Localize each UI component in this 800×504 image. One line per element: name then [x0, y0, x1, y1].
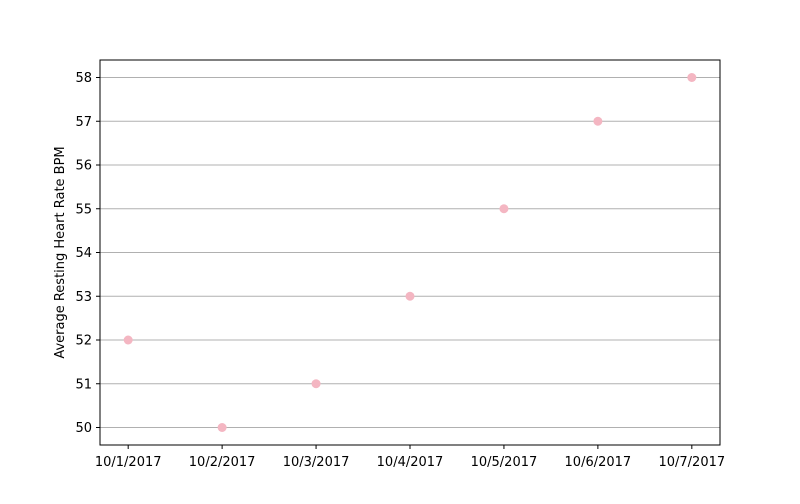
x-tick-label: 10/7/2017	[658, 455, 725, 470]
y-tick-label: 57	[75, 115, 92, 130]
x-tick-label: 10/5/2017	[471, 455, 538, 470]
x-tick-label: 10/4/2017	[377, 455, 444, 470]
y-tick-label: 52	[75, 334, 92, 349]
x-tick-label: 10/3/2017	[283, 455, 350, 470]
y-tick-label: 56	[75, 159, 92, 174]
y-tick-label: 54	[75, 246, 92, 261]
data-point	[217, 423, 227, 432]
y-tick-label: 53	[75, 290, 92, 305]
data-point	[311, 379, 321, 389]
y-axis-ticks: 50 51 52 53 54 55 56 57 58	[75, 71, 100, 436]
data-point	[687, 73, 697, 82]
y-tick-label: 51	[75, 377, 92, 392]
y-tick-label: 50	[75, 421, 92, 436]
x-tick-label: 10/6/2017	[565, 455, 632, 470]
y-tick-label: 55	[75, 202, 92, 217]
x-tick-label: 10/2/2017	[189, 455, 256, 470]
y-tick-label: 58	[75, 71, 92, 86]
data-point	[593, 116, 603, 126]
y-axis-label: Average Resting Heart Rate BPM	[53, 146, 68, 358]
x-axis-ticks: 10/1/2017 10/2/2017 10/3/2017 10/4/2017 10/5…	[95, 445, 725, 470]
data-point	[499, 204, 509, 214]
data-point	[405, 291, 415, 301]
y-gridlines	[100, 77, 720, 428]
data-points	[123, 73, 697, 432]
x-tick-label: 10/1/2017	[95, 455, 162, 470]
data-point	[123, 335, 133, 345]
